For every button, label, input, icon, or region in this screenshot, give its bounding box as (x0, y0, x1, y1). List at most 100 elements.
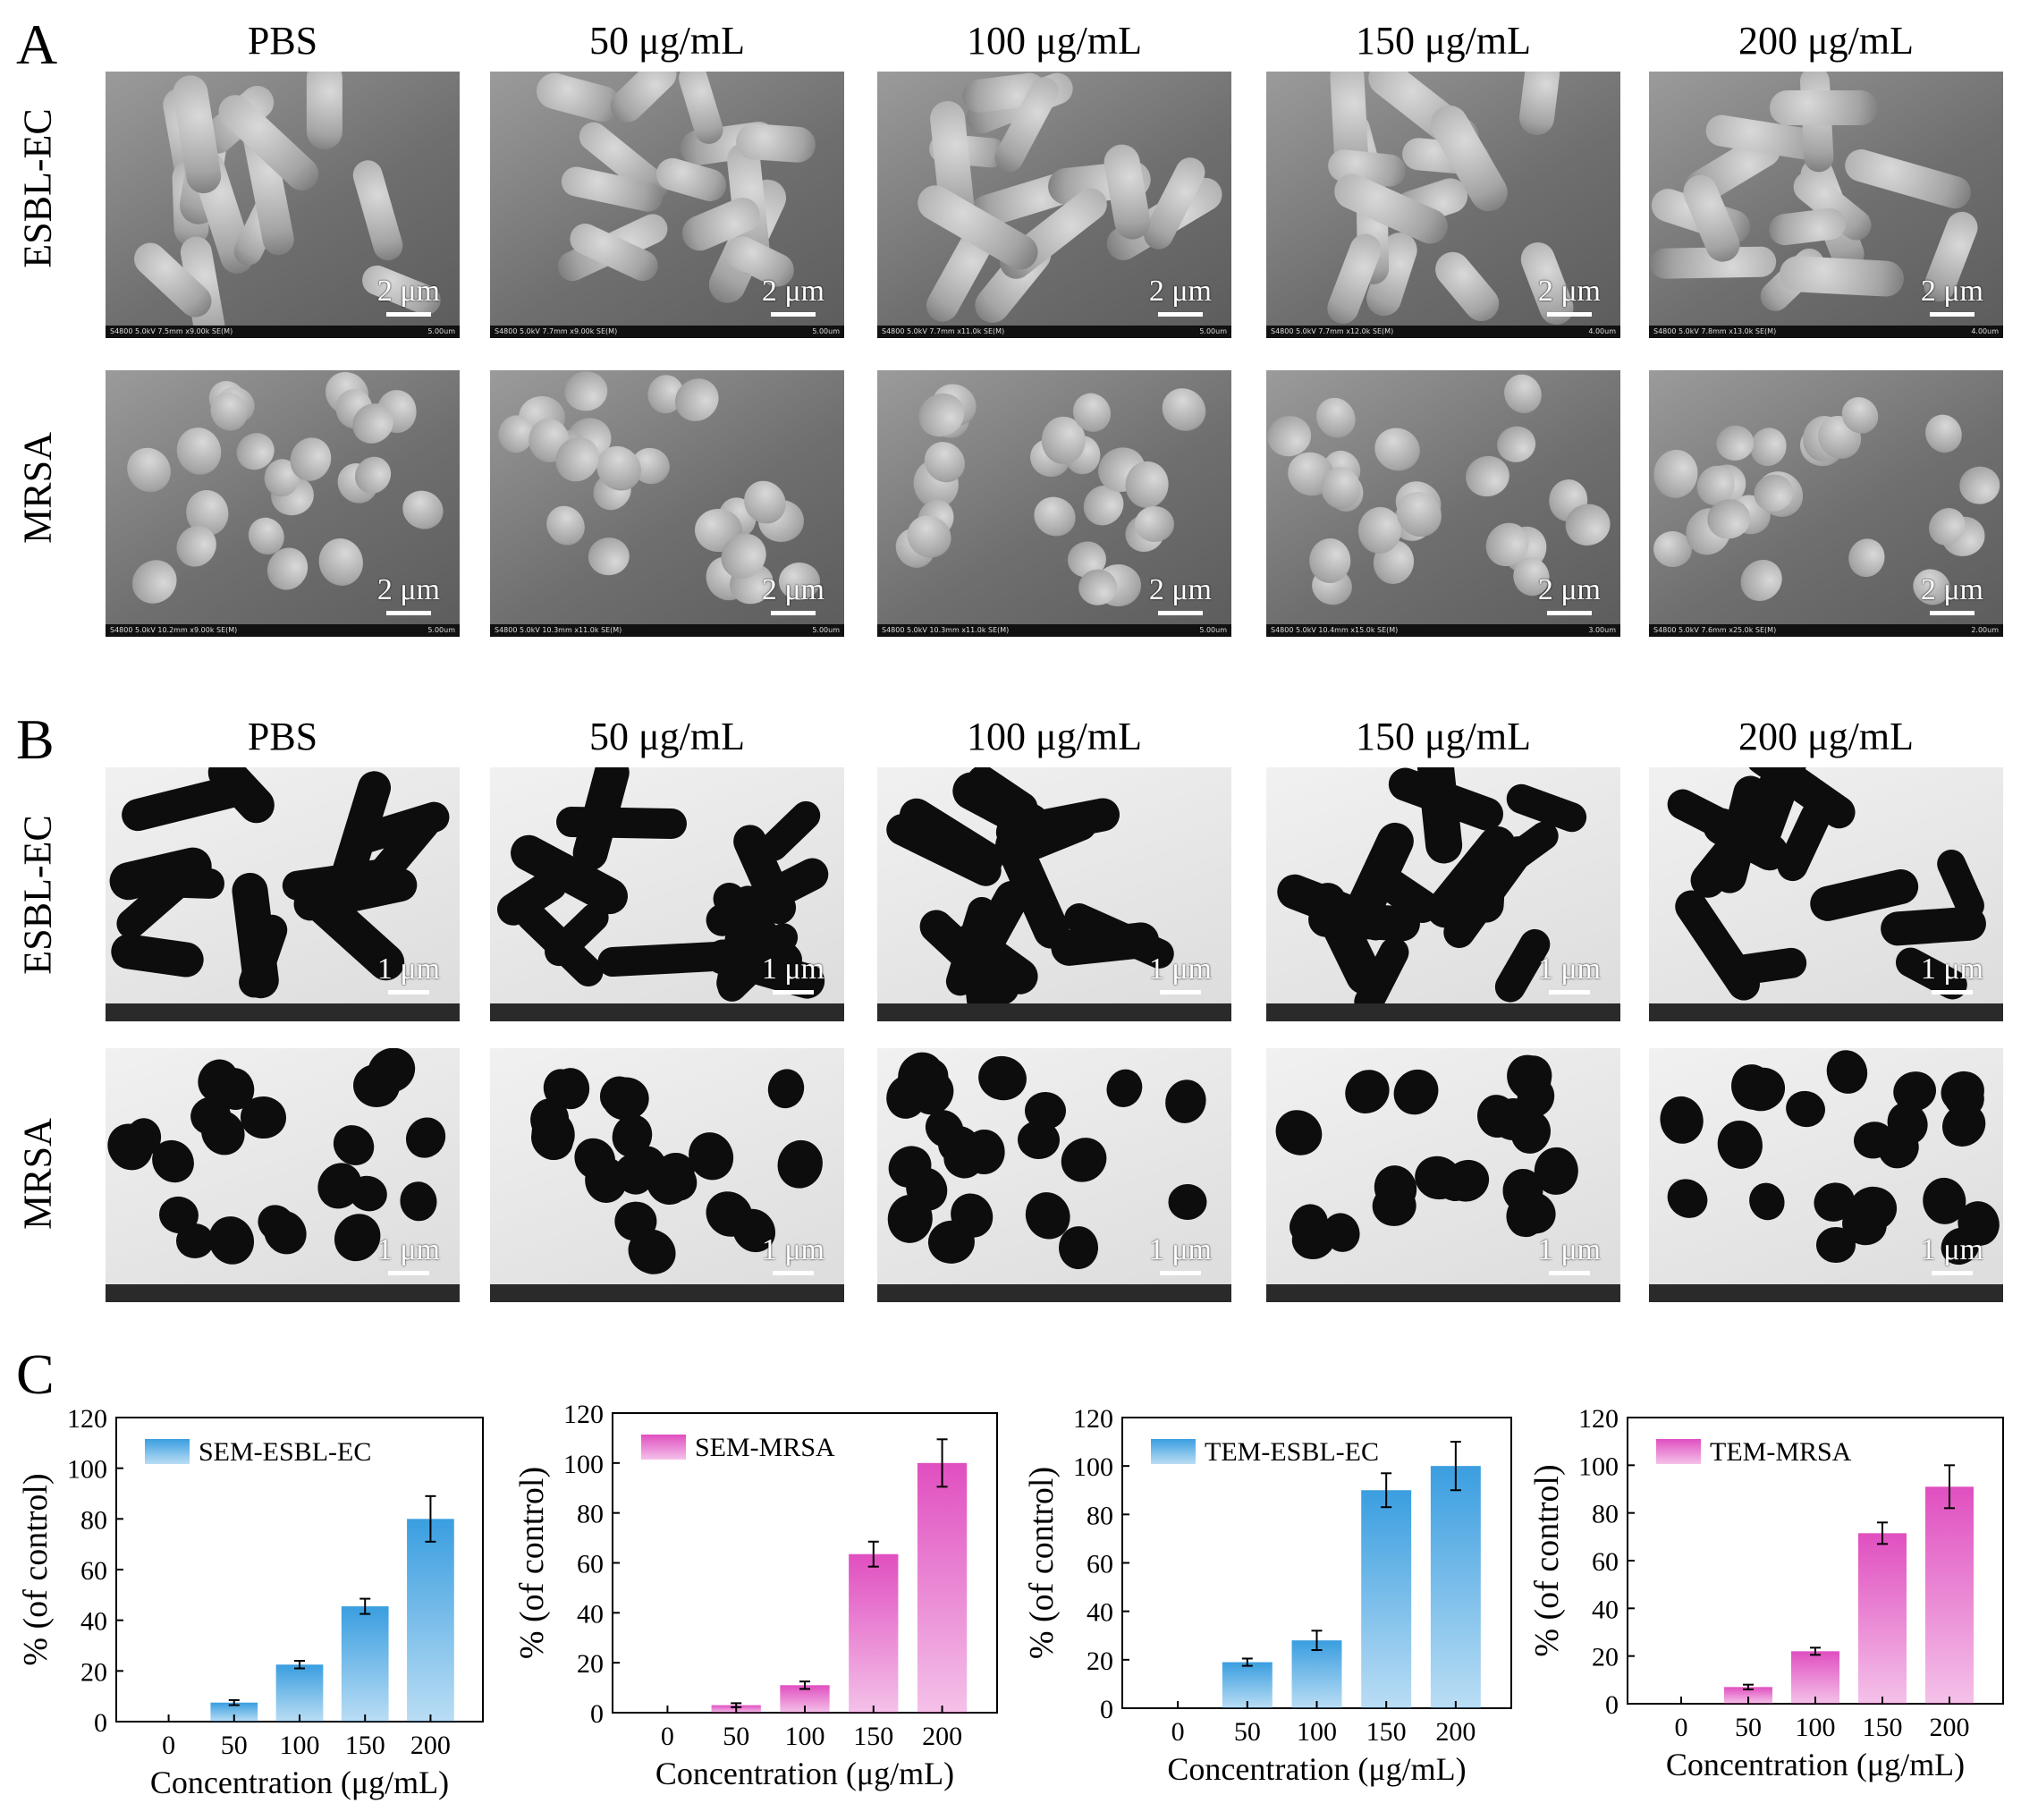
cocci-cell (397, 1178, 440, 1223)
x-tick-label: 100 (785, 1722, 825, 1751)
scale-bar-label: 1 μm (376, 952, 440, 986)
scale-bar: 1 μm (1921, 954, 1983, 995)
y-tick-label: 40 (577, 1599, 604, 1629)
scale-bar-line (1159, 1271, 1201, 1275)
info-bar-scale-text: 4.00um (1588, 327, 1616, 335)
rod-cell (109, 931, 207, 979)
bar (407, 1519, 454, 1722)
info-bar-text: S4800 5.0kV 7.5mm x9.00k SE(M) (110, 327, 233, 335)
scale-bar: 1 μm (1149, 954, 1212, 995)
microscope-info-bar: S4800 5.0kV 7.7mm x12.0k SE(M) 4.00um (1266, 326, 1620, 338)
rod-cell (604, 72, 683, 129)
cocci-cell (1368, 420, 1427, 478)
legend-swatch (641, 1435, 686, 1460)
microscope-info-bar (877, 1284, 1231, 1302)
scale-bar: 1 μm (1149, 1235, 1212, 1275)
cocci-cell (1712, 1116, 1768, 1173)
scale-bar: 2 μm (762, 575, 824, 615)
scale-bar: 1 μm (377, 1235, 440, 1275)
y-axis-label: % (of control) (17, 1473, 55, 1665)
info-bar-text: S4800 5.0kV 7.7mm x9.00k SE(M) (495, 327, 618, 335)
bar (210, 1702, 258, 1722)
bar (849, 1553, 899, 1713)
scale-bar-label: 2 μm (1148, 573, 1212, 606)
x-tick-label: 50 (221, 1731, 248, 1760)
sem-micrograph: S4800 5.0kV 10.2mm x9.00k SE(M) 5.00um 2 μ… (106, 370, 460, 637)
x-tick-label: 0 (162, 1731, 175, 1760)
bar-chart-4: 0 20 40 60 80 100 120 0 50 100 150 200 TEM-MRSA Conce… (1529, 1404, 2004, 1782)
y-tick-label: 80 (1592, 1500, 1619, 1529)
sem-micrograph: S4800 5.0kV 7.7mm x9.00k SE(M) 5.00um 2 μm (490, 72, 844, 338)
panel-b-col-header: 200 μg/mL (1738, 715, 1914, 758)
cocci-cell (1820, 1048, 1873, 1100)
panel-a-row-label: MRSA (15, 432, 60, 544)
cocci-cell (1058, 1226, 1099, 1270)
x-tick-label: 200 (1435, 1717, 1476, 1747)
rod-cell (596, 940, 731, 978)
x-axis-label: Concentration (μg/mL) (655, 1756, 954, 1791)
bar-chart-3: 0 20 40 60 80 100 120 0 50 100 150 200 TEM-ESBL-EC Co… (1028, 1404, 1512, 1787)
panel-a-row-label: ESBL-EC (15, 108, 60, 268)
microscope-info-bar (490, 1284, 844, 1302)
y-tick-label: 80 (80, 1505, 107, 1535)
scale-bar: 1 μm (762, 1235, 824, 1275)
bar-chart-2: 0 20 40 60 80 100 120 0 50 100 150 200 SEM-MRSA Conce… (514, 1400, 998, 1791)
scale-bar-line (387, 1271, 429, 1275)
microscope-info-bar: S4800 5.0kV 10.3mm x11.0k SE(M) 5.00um (877, 624, 1231, 637)
scale-bar: 1 μm (762, 954, 824, 995)
cocci-cell (123, 551, 185, 614)
y-tick-label: 80 (577, 1500, 604, 1529)
microscope-info-bar (1649, 1284, 2003, 1302)
scale-bar-line (1929, 611, 1974, 615)
legend-swatch (1151, 1439, 1196, 1464)
y-tick-label: 40 (1087, 1598, 1113, 1628)
info-bar-scale-text: 4.00um (1971, 327, 1999, 335)
y-tick-label: 120 (1073, 1404, 1113, 1434)
x-tick-label: 150 (345, 1731, 385, 1760)
x-tick-label: 100 (1796, 1713, 1836, 1742)
panel-b-letter: B (16, 707, 55, 771)
microscope-info-bar (106, 1003, 460, 1021)
tem-micrograph: 1 μm (877, 1048, 1231, 1302)
sem-micrograph: S4800 5.0kV 7.7mm x11.0k SE(M) 5.00um 2 μm (877, 72, 1231, 338)
cocci-cell (1100, 1063, 1149, 1113)
rod-cell (555, 807, 688, 840)
sem-micrograph: S4800 5.0kV 7.6mm x25.0k SE(M) 2.00um 2 μm (1649, 370, 2003, 637)
cocci-cell (538, 498, 592, 553)
bar (1925, 1486, 1974, 1704)
x-tick-label: 0 (661, 1722, 674, 1751)
x-tick-label: 50 (723, 1722, 749, 1751)
info-bar-text: S4800 5.0kV 10.4mm x15.0k SE(M) (1271, 626, 1399, 634)
info-bar-scale-text: 5.00um (427, 626, 455, 634)
bar (1724, 1687, 1772, 1704)
info-bar-text: S4800 5.0kV 7.6mm x25.0k SE(M) (1653, 626, 1777, 634)
bar (1858, 1533, 1907, 1704)
cocci-cell (1025, 1091, 1067, 1130)
scale-bar-line (770, 312, 816, 317)
cocci-cell (1167, 1183, 1208, 1221)
microscope-info-bar (877, 1003, 1231, 1021)
scale-bar-label: 1 μm (1148, 952, 1212, 986)
legend-label: SEM-ESBL-EC (199, 1437, 371, 1467)
panel-b-row-label: MRSA (15, 1118, 60, 1230)
y-tick-label: 60 (80, 1556, 107, 1586)
scale-bar: 2 μm (762, 276, 824, 317)
info-bar-scale-text: 5.00um (427, 327, 455, 335)
legend-swatch (145, 1439, 190, 1464)
y-tick-label: 60 (1592, 1547, 1619, 1577)
scale-bar: 2 μm (1149, 276, 1212, 317)
scale-bar-line (1548, 990, 1590, 995)
tem-micrograph: 1 μm (1266, 767, 1620, 1021)
y-tick-label: 60 (577, 1550, 604, 1579)
tem-micrograph: 1 μm (1266, 1048, 1620, 1302)
y-axis-label: % (of control) (514, 1467, 551, 1659)
bar (1291, 1640, 1342, 1708)
scale-bar-label: 1 μm (761, 952, 824, 986)
rod-cell (306, 72, 342, 150)
y-tick-label: 60 (1087, 1550, 1113, 1579)
microscope-info-bar (1266, 1003, 1620, 1021)
panel-a-col-header: 100 μg/mL (967, 19, 1142, 63)
x-tick-label: 200 (1930, 1713, 1970, 1742)
x-axis-label: Concentration (μg/mL) (1666, 1747, 1965, 1782)
scale-bar-line (1931, 990, 1973, 995)
